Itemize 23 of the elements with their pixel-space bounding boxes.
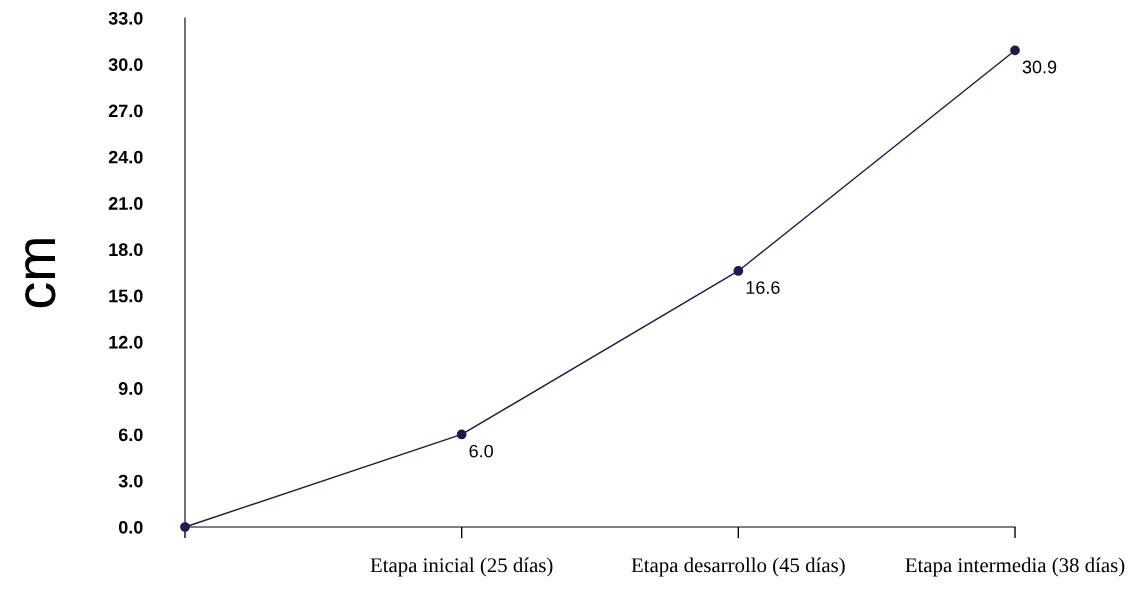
- point: [1010, 45, 1020, 56]
- y-tick-label: 30.0: [108, 58, 143, 72]
- data-label: 30.9: [1022, 60, 1057, 74]
- data-label: 6.0: [469, 444, 493, 458]
- y-tick-label: 12.0: [109, 335, 143, 349]
- y-tick-label: 9.0: [118, 382, 143, 395]
- y-tick-label: 6.0: [118, 428, 143, 442]
- y-axis-title: cm: [25, 239, 56, 308]
- y-tick-label: 0.0: [118, 520, 143, 534]
- x-tick-label: Etapa intermedia (38 días): [905, 557, 1125, 577]
- point: [733, 266, 744, 276]
- y-tick-label: 3.0: [118, 474, 143, 488]
- point: [180, 522, 190, 532]
- y-tick-label: 27.0: [108, 104, 143, 118]
- y-tick-label: 15.0: [109, 289, 143, 303]
- x-tick-label: Etapa inicial (25 días): [370, 557, 553, 577]
- data-label: 16.6: [746, 281, 780, 294]
- point: [456, 429, 467, 440]
- y-tick-label: 33.0: [108, 11, 143, 25]
- y-tick-label: 24.0: [108, 150, 143, 164]
- x-tick-label: Etapa desarrollo (45 días): [631, 557, 845, 577]
- y-tick-label: 18.0: [109, 243, 143, 257]
- y-tick-label: 21.0: [108, 197, 143, 210]
